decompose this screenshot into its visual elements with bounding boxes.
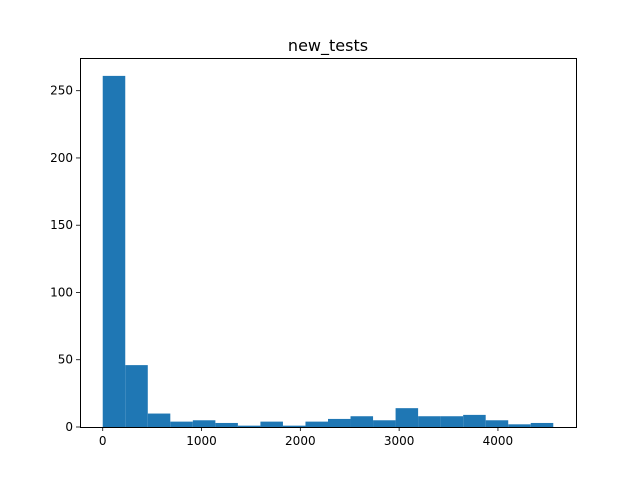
histogram-bar	[440, 416, 464, 427]
histogram-bar	[147, 413, 171, 427]
histogram-bar	[485, 420, 509, 427]
histogram-bar	[418, 416, 441, 427]
histogram-bar	[102, 75, 126, 427]
histogram-bar	[282, 425, 306, 427]
x-tick-label: 1000	[186, 434, 217, 448]
bars-group	[102, 75, 554, 427]
y-axis-ticks: 0 50 100 150 200 250	[50, 84, 80, 434]
y-tick-label: 100	[50, 285, 73, 299]
histogram-bar	[260, 421, 283, 427]
x-tick-label: 0	[99, 434, 107, 448]
chart-title: new_tests	[288, 36, 368, 56]
histogram-bar	[170, 421, 193, 427]
histogram-bar	[192, 420, 216, 427]
histogram-bar	[237, 425, 261, 427]
histogram-bar	[508, 424, 531, 427]
x-tick-label: 3000	[384, 434, 415, 448]
y-tick-label: 250	[50, 84, 73, 98]
histogram-bar	[125, 365, 148, 427]
histogram-bar	[328, 418, 351, 427]
y-tick-label: 150	[50, 218, 73, 232]
y-tick-label: 200	[50, 151, 73, 165]
x-tick-label: 2000	[285, 434, 316, 448]
histogram-bar	[305, 421, 328, 427]
histogram-bar	[350, 416, 374, 427]
y-tick-label: 50	[58, 353, 73, 367]
y-tick-label: 0	[65, 420, 73, 434]
plot-frame	[80, 58, 577, 428]
histogram-bar	[373, 420, 396, 427]
histogram-bar	[395, 408, 419, 427]
histogram-bar	[463, 414, 486, 427]
histogram-bar	[530, 422, 554, 427]
histogram-bar	[215, 422, 238, 427]
x-tick-label: 4000	[483, 434, 514, 448]
